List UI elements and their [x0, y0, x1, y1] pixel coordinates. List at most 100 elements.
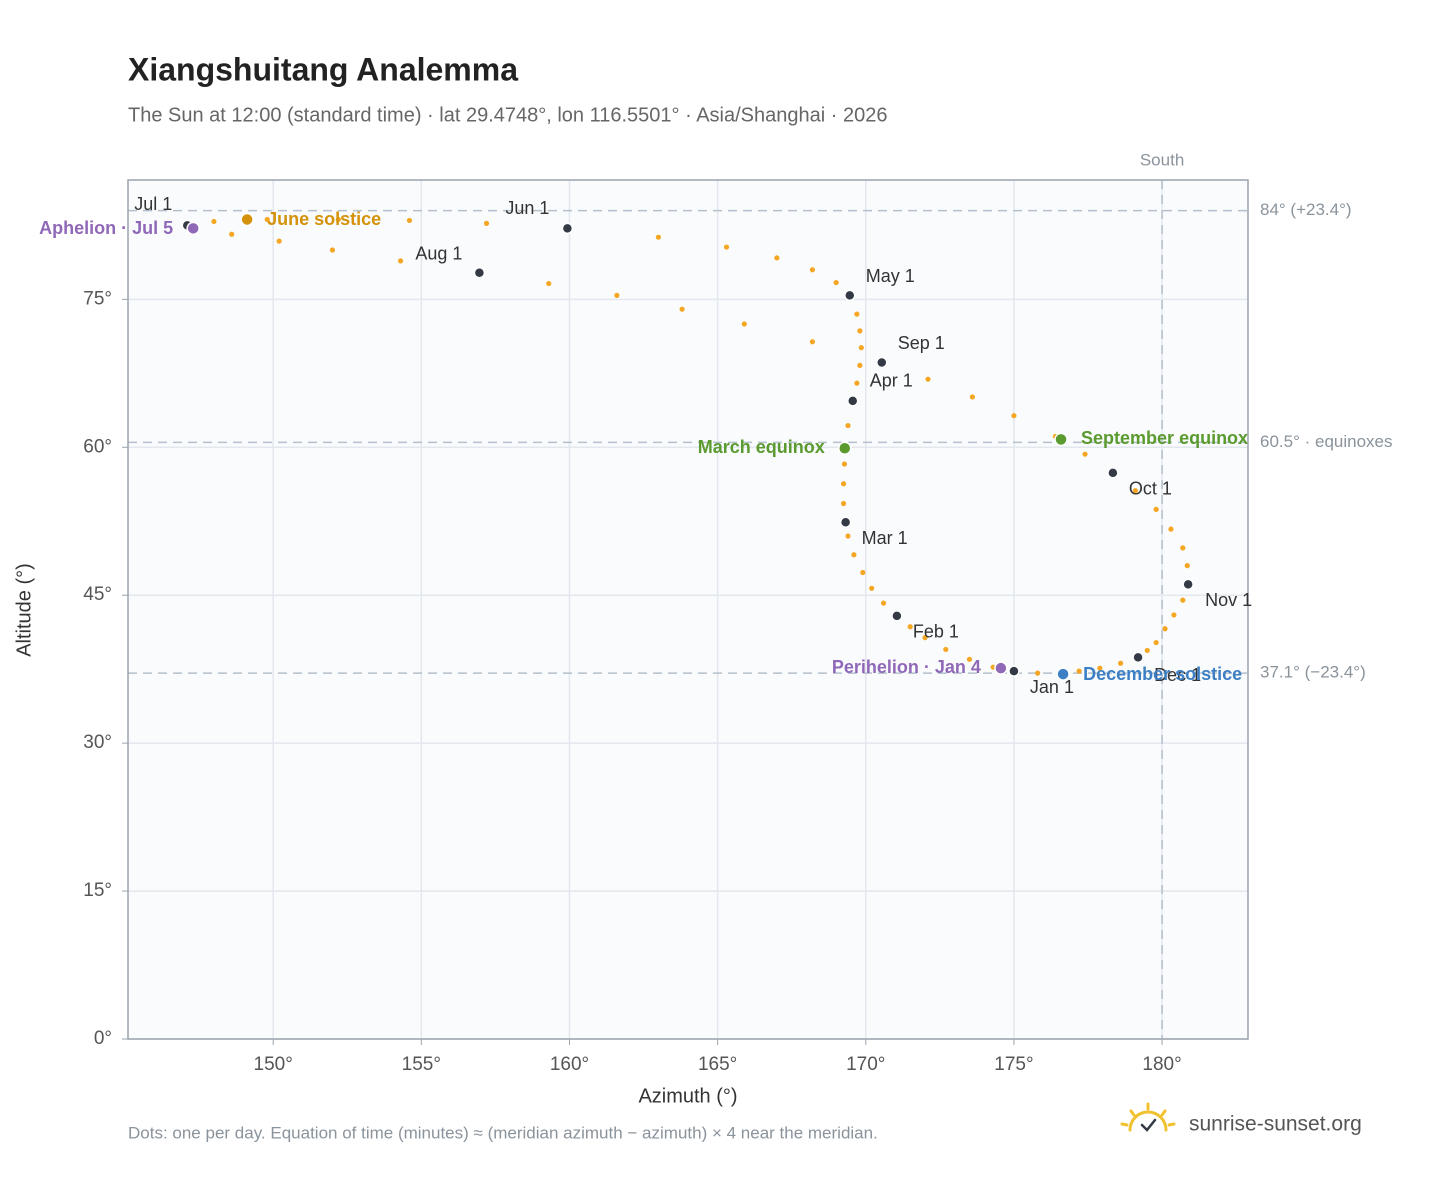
x-axis-label: Azimuth (°) [638, 1085, 737, 1107]
day-dot [1082, 451, 1088, 457]
day-dot [276, 238, 282, 244]
day-dot [841, 461, 848, 467]
month-marker [839, 516, 852, 528]
day-dot [833, 279, 839, 286]
month-label: May 1 [866, 266, 915, 286]
day-dot [907, 624, 913, 630]
month-marker [561, 222, 574, 235]
day-dot [854, 380, 860, 386]
x-tick-label: 160° [550, 1054, 589, 1075]
plot-frame [127, 179, 1249, 1040]
x-tick-label: 165° [698, 1054, 737, 1075]
day-dot [741, 321, 747, 327]
event-label: Aphelion · Jul 5 [39, 218, 173, 238]
month-marker [1132, 651, 1144, 664]
day-dot [264, 216, 270, 223]
day-dot [943, 646, 949, 653]
day-dot [854, 311, 860, 317]
event-label: September equinox [1081, 428, 1248, 448]
plot-area [128, 180, 1248, 1039]
day-dot [1168, 526, 1174, 532]
day-dot [679, 306, 685, 312]
day-dot [845, 533, 851, 539]
event-label: December solstice [1083, 664, 1242, 684]
day-dot [1153, 506, 1159, 512]
day-dot [809, 267, 816, 273]
day-dot [1117, 660, 1124, 666]
day-dot [211, 218, 217, 225]
event-marker [1056, 667, 1070, 681]
event-marker [240, 212, 254, 227]
reference-label: South [1140, 150, 1184, 169]
day-dot [840, 481, 847, 487]
y-tick-label: 45° [83, 584, 112, 605]
day-dot [851, 552, 857, 558]
day-dot [966, 656, 973, 662]
event-label: June solstice [267, 209, 381, 229]
day-dot [655, 234, 661, 240]
day-dot [723, 244, 730, 250]
day-dot [860, 569, 866, 576]
chart-title: Xiangshuitang Analemma [128, 51, 518, 87]
brand-icon [1120, 1102, 1176, 1132]
day-dot [406, 217, 413, 224]
month-label: Oct 1 [1129, 479, 1172, 499]
event-label: March equinox [698, 437, 825, 457]
day-dot [809, 339, 816, 345]
day-dot [1144, 647, 1150, 654]
x-tick-label: 180° [1142, 1054, 1181, 1075]
month-label: Jul 1 [134, 194, 172, 214]
y-tick-label: 15° [83, 880, 112, 901]
event-marker [994, 661, 1008, 675]
day-dot [1184, 563, 1190, 569]
month-marker [876, 356, 888, 369]
day-dot [840, 500, 847, 507]
event-marker [837, 441, 852, 456]
month-label: Jan 1 [1030, 677, 1074, 697]
day-dot [1171, 612, 1177, 618]
day-dot [229, 231, 235, 237]
y-axis-label: Altitude (°) [13, 563, 35, 657]
day-dot [774, 255, 780, 261]
reference-label: 37.1° (−23.4°) [1260, 663, 1366, 682]
month-marker [1008, 665, 1020, 677]
chart-subtitle: The Sun at 12:00 (standard time) · lat 2… [128, 104, 887, 126]
y-tick-label: 0° [94, 1028, 112, 1049]
month-label: Nov 1 [1205, 590, 1252, 610]
month-marker [891, 610, 903, 622]
month-label: Sep 1 [898, 333, 945, 353]
day-dot [969, 394, 976, 400]
day-dot [1180, 597, 1186, 603]
reference-label: 84° (+23.4°) [1260, 200, 1352, 219]
day-dot [397, 258, 404, 264]
y-tick-label: 30° [83, 732, 112, 753]
day-dot [1153, 639, 1159, 646]
y-tick-label: 60° [83, 436, 112, 457]
month-label: Dec 1 [1154, 665, 1201, 685]
day-dot [1180, 545, 1186, 551]
day-dot [1076, 668, 1082, 674]
event-marker [186, 221, 200, 236]
x-tick-label: 170° [846, 1054, 885, 1075]
day-dot [335, 216, 341, 223]
day-dot [922, 635, 928, 641]
day-dot [1162, 626, 1168, 632]
day-dot [845, 422, 851, 429]
month-label: Jun 1 [505, 198, 549, 218]
month-marker [844, 289, 856, 302]
day-dot [880, 600, 887, 606]
footnote: Dots: one per day. Equation of time (min… [128, 1123, 878, 1142]
day-dot [925, 376, 931, 382]
day-dot [857, 362, 863, 369]
x-tick-label: 155° [402, 1054, 441, 1075]
day-dot [614, 292, 620, 298]
month-label: Apr 1 [870, 371, 913, 391]
month-marker [1107, 467, 1119, 479]
month-marker [473, 266, 486, 279]
day-dot [546, 280, 552, 287]
day-dot [869, 585, 875, 591]
day-dot [1035, 670, 1041, 676]
month-label: Aug 1 [415, 243, 462, 263]
month-marker [1182, 578, 1194, 591]
